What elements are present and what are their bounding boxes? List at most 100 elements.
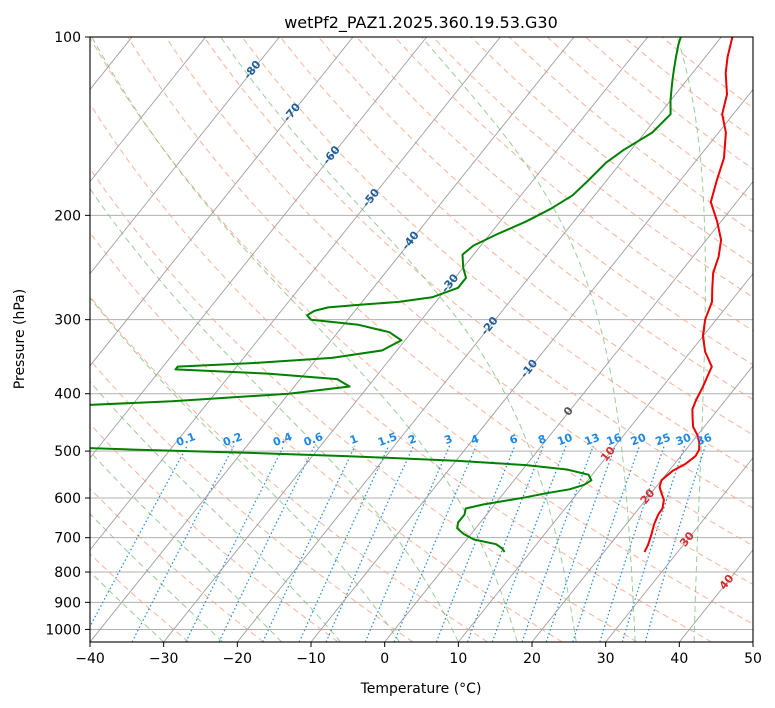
dry-adiabat-line (90, 295, 488, 642)
mixing-ratio-line (218, 445, 316, 642)
isotherm-line (0, 37, 58, 642)
moist-adiabat-line (91, 37, 518, 642)
isotherm-line (531, 365, 753, 642)
x-tick-label: −20 (223, 651, 253, 667)
y-tick-label: 400 (54, 387, 81, 403)
dry-adiabat-line (394, 37, 753, 332)
mixing-ratio-line (466, 445, 544, 642)
mixing-ratio-line (599, 445, 665, 642)
mixing-ratio-label: 10 (555, 431, 574, 449)
isotherm-line (605, 457, 753, 642)
y-tick-label: 600 (54, 491, 81, 507)
dry-adiabat-line (90, 37, 753, 625)
dry-adiabat-line (127, 37, 753, 586)
profile-series (90, 37, 734, 553)
temperature-profile-line (643, 37, 734, 553)
x-tick-label: −30 (149, 651, 179, 667)
dry-adiabat-line (318, 37, 753, 401)
mixing-ratio-label: 30 (674, 431, 693, 449)
mixing-ratio-label: 2 (406, 432, 418, 447)
mixing-ratio-label: 0.1 (175, 430, 198, 449)
mixing-ratio-line (325, 445, 414, 642)
x-axis-ticks: −40 −30 −20 −10 0 10 20 30 40 50 (75, 642, 762, 667)
chart-title: wetPf2_PAZ1.2025.360.19.53.G30 (284, 13, 558, 33)
moist-adiabat-line (90, 571, 165, 642)
dry-adiabat-line (165, 37, 753, 547)
y-tick-label: 100 (54, 30, 81, 46)
moist-adiabat-line (421, 37, 636, 642)
mixing-ratio-labels: 0.1 0.2 0.4 0.6 1 1.5 2 3 4 6 8 10 13 16 20 25 30 36 (175, 430, 714, 449)
y-tick-label: 700 (54, 531, 81, 547)
isotherm-line (752, 641, 753, 642)
y-tick-label: 900 (54, 595, 81, 611)
dry-adiabat-line (90, 167, 638, 642)
moist-adiabat-line (90, 187, 459, 642)
mixing-ratio-label: 36 (695, 431, 714, 449)
moist-adiabat-line (676, 37, 706, 642)
x-tick-label: 30 (597, 651, 615, 667)
x-tick-label: 0 (380, 651, 389, 667)
x-axis-title: Temperature (°C) (360, 681, 482, 697)
mixing-ratio-line (572, 445, 641, 642)
isotherm-line (163, 37, 649, 642)
dry-adiabat-line (356, 37, 753, 366)
mixing-ratio-label: 25 (654, 431, 673, 448)
dry-adiabat-line (90, 231, 563, 642)
isotherm-line (90, 37, 428, 459)
isotherms (0, 37, 753, 642)
y-tick-label: 300 (54, 313, 81, 329)
x-tick-label: 40 (670, 651, 688, 667)
x-tick-label: 50 (744, 651, 762, 667)
mixing-ratio-lines (90, 445, 706, 642)
mixing-ratio-label: 8 (536, 432, 548, 447)
mixing-ratio-label: 6 (508, 432, 520, 447)
mixing-ratio-label: 1 (348, 432, 360, 447)
mixing-ratio-label: 13 (583, 431, 602, 448)
mixing-ratio-line (185, 445, 285, 642)
mixing-ratio-line (644, 445, 706, 642)
moist-adiabat-line (90, 450, 282, 642)
mixing-ratio-line (621, 445, 686, 642)
moist-adiabats (90, 37, 706, 642)
isotherm-line (90, 37, 354, 367)
mixing-ratio-line (364, 445, 451, 642)
moist-adiabat-line (90, 296, 400, 642)
mixing-ratio-label: 0.4 (271, 430, 294, 449)
isotherm-line (384, 180, 753, 642)
dry-adiabat-line (90, 553, 190, 642)
dewpoint-profile-line (90, 37, 682, 553)
dry-adiabat-line (203, 37, 753, 509)
x-tick-label: 10 (449, 651, 467, 667)
dry-adiabat-line (90, 423, 339, 642)
y-tick-label: 800 (54, 565, 81, 581)
y-tick-label: 500 (54, 444, 81, 460)
isotherm-line (310, 88, 753, 642)
y-axis-title: Pressure (hPa) (12, 289, 28, 389)
mixing-ratio-label: 4 (469, 432, 481, 447)
plot-frame (89, 36, 754, 643)
mixing-ratio-label: 20 (629, 431, 648, 449)
x-tick-label: −10 (296, 651, 326, 667)
mixing-ratio-label: 3 (443, 432, 455, 447)
isotherm-line (90, 37, 575, 642)
mixing-ratio-line (545, 445, 616, 642)
isotherm-line (90, 37, 207, 183)
mixing-ratio-label: 1.5 (376, 430, 399, 449)
x-tick-label: −40 (75, 651, 105, 667)
moist-adiabat-line (90, 513, 223, 642)
isotherm-line (90, 37, 501, 551)
mixing-ratio-label: 0.6 (302, 430, 325, 449)
dry-adiabat-line (90, 103, 712, 642)
mixing-ratio-line (491, 445, 567, 642)
isotherm-line (457, 272, 753, 642)
mixing-ratio-label: 16 (605, 431, 624, 449)
mixing-ratio-label: 0.2 (221, 430, 244, 449)
isotherm-label: -90 (202, 15, 225, 39)
isotherm-line (236, 37, 722, 642)
x-tick-label: 20 (523, 651, 541, 667)
y-tick-label: 200 (54, 208, 81, 224)
y-axis-ticks: 100 200 300 400 500 600 700 800 900 1000 (45, 30, 90, 638)
moist-adiabat-line (220, 37, 577, 642)
isotherm-line (90, 37, 280, 275)
